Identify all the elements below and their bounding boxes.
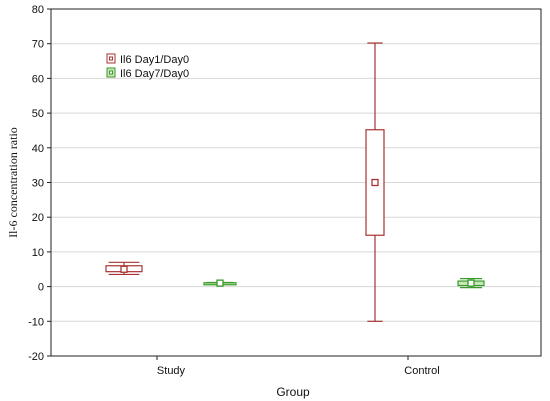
plot-area-frame	[50, 8, 542, 357]
y-tick-label: 0	[38, 282, 44, 294]
median-marker	[467, 279, 475, 287]
box-control-1	[457, 278, 485, 289]
y-tick-label: 80	[32, 4, 44, 16]
box-control-0	[365, 42, 385, 322]
legend-marker	[109, 70, 113, 75]
x-axis-label: Group	[276, 385, 310, 399]
y-tick-label: -10	[28, 316, 44, 328]
y-tick-label: 50	[32, 108, 44, 120]
legend-item: Il6 Day1/Day0	[106, 53, 189, 66]
box-series	[105, 42, 485, 322]
legend-label: Il6 Day7/Day0	[120, 68, 189, 80]
legend: Il6 Day1/Day0 Il6 Day7/Day0	[106, 53, 189, 80]
median-marker	[371, 178, 379, 187]
y-tick-label: 20	[32, 212, 44, 224]
y-tick-label: -20	[28, 351, 44, 363]
legend-marker	[109, 56, 113, 61]
gridlines	[51, 43, 541, 322]
x-axis-ticks: Study Control	[156, 356, 440, 377]
y-tick-label: 70	[32, 39, 44, 51]
x-tick-label: Control	[404, 365, 439, 377]
y-axis-label: Il-6 concentration ratio	[6, 127, 20, 238]
y-tick-label: 40	[32, 143, 44, 155]
median-marker	[120, 265, 128, 273]
y-axis-ticks: -20 -10 0 10 20 30 40 50 60 70 80	[28, 4, 51, 363]
legend-item: Il6 Day7/Day0	[106, 67, 189, 80]
median-marker	[216, 279, 224, 287]
box-study-1	[203, 279, 237, 287]
box-study-0	[105, 261, 143, 276]
x-tick-label: Study	[157, 365, 186, 377]
y-tick-label: 10	[32, 247, 44, 259]
y-tick-label: 30	[32, 178, 44, 190]
legend-label: Il6 Day1/Day0	[120, 54, 189, 66]
y-tick-label: 60	[32, 73, 44, 85]
